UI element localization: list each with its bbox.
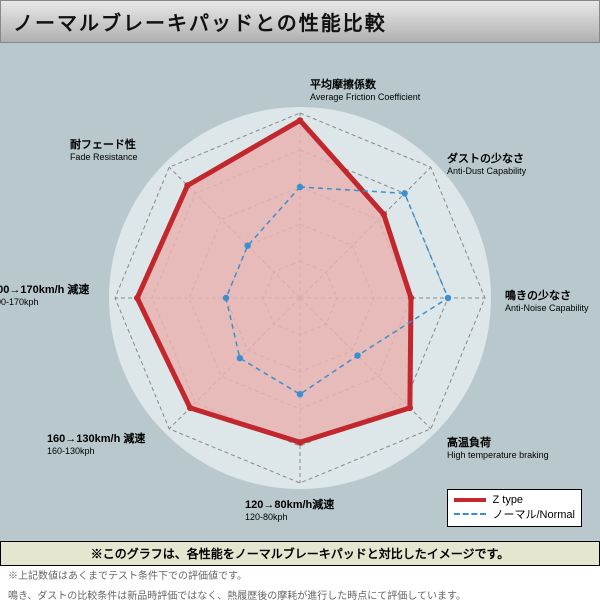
legend-row: ノーマル/Normal [454,506,575,522]
axis-label-en: 120-80kph [245,512,334,523]
axis-label: 鳴きの少なさAnti-Noise Capability [505,290,589,314]
legend-label: ノーマル/Normal [492,506,575,522]
axis-label-jp: 高温負荷 [447,437,549,450]
legend-label: Z type [492,494,523,506]
axis-label-en: Fade Resistance [70,152,138,163]
title-bar: ノーマルブレーキパッドとの性能比較 [0,0,600,43]
axis-label: 200→170km/h 減速200-170kph [0,284,89,308]
note-text: ※このグラフは、各性能をノーマルブレーキパッドと対比したイメージです。 [91,547,510,561]
note-bar: ※このグラフは、各性能をノーマルブレーキパッドと対比したイメージです。 [0,541,600,566]
axis-label: 120→80km/h減速120-80kph [245,499,334,523]
axis-label-en: Anti-Dust Capability [447,166,526,177]
axis-label-en: High temperature braking [447,450,549,461]
axis-label: 160→130km/h 減速160-130kph [47,433,145,457]
axis-label: 高温負荷High temperature braking [447,437,549,461]
axis-label-en: 200-170kph [0,297,89,308]
axis-label-jp: 120→80km/h減速 [245,499,334,512]
axis-label: 平均摩擦係数Average Friction Coefficient [310,79,420,103]
axis-label-jp: ダストの少なさ [447,153,526,166]
axis-label-en: Average Friction Coefficient [310,92,420,103]
legend-row: Z type [454,494,575,506]
legend-swatch [454,498,486,502]
axis-label-jp: 200→170km/h 減速 [0,284,89,297]
radar-chart-area: 平均摩擦係数Average Friction Coefficient ダストの少な… [0,43,600,541]
footnote-1: ※上記数値はあくまでテスト条件下での評価値です。 [0,566,600,586]
axis-label-jp: 平均摩擦係数 [310,79,420,92]
axis-label-jp: 鳴きの少なさ [505,290,589,303]
axis-label-en: Anti-Noise Capability [505,303,589,314]
footnote-2: 鳴き、ダストの比較条件は新品時評価ではなく、熱履歴後の摩耗が進行した時点にて評価… [0,586,600,606]
axis-label: ダストの少なさAnti-Dust Capability [447,153,526,177]
axis-label-en: 160-130kph [47,446,145,457]
page-title: ノーマルブレーキパッドとの性能比較 [13,13,387,35]
axis-label: 耐フェード性Fade Resistance [70,139,138,163]
legend-swatch [454,513,486,515]
axis-label-jp: 耐フェード性 [70,139,138,152]
legend: Z typeノーマル/Normal [447,489,582,527]
axis-label-jp: 160→130km/h 減速 [47,433,145,446]
